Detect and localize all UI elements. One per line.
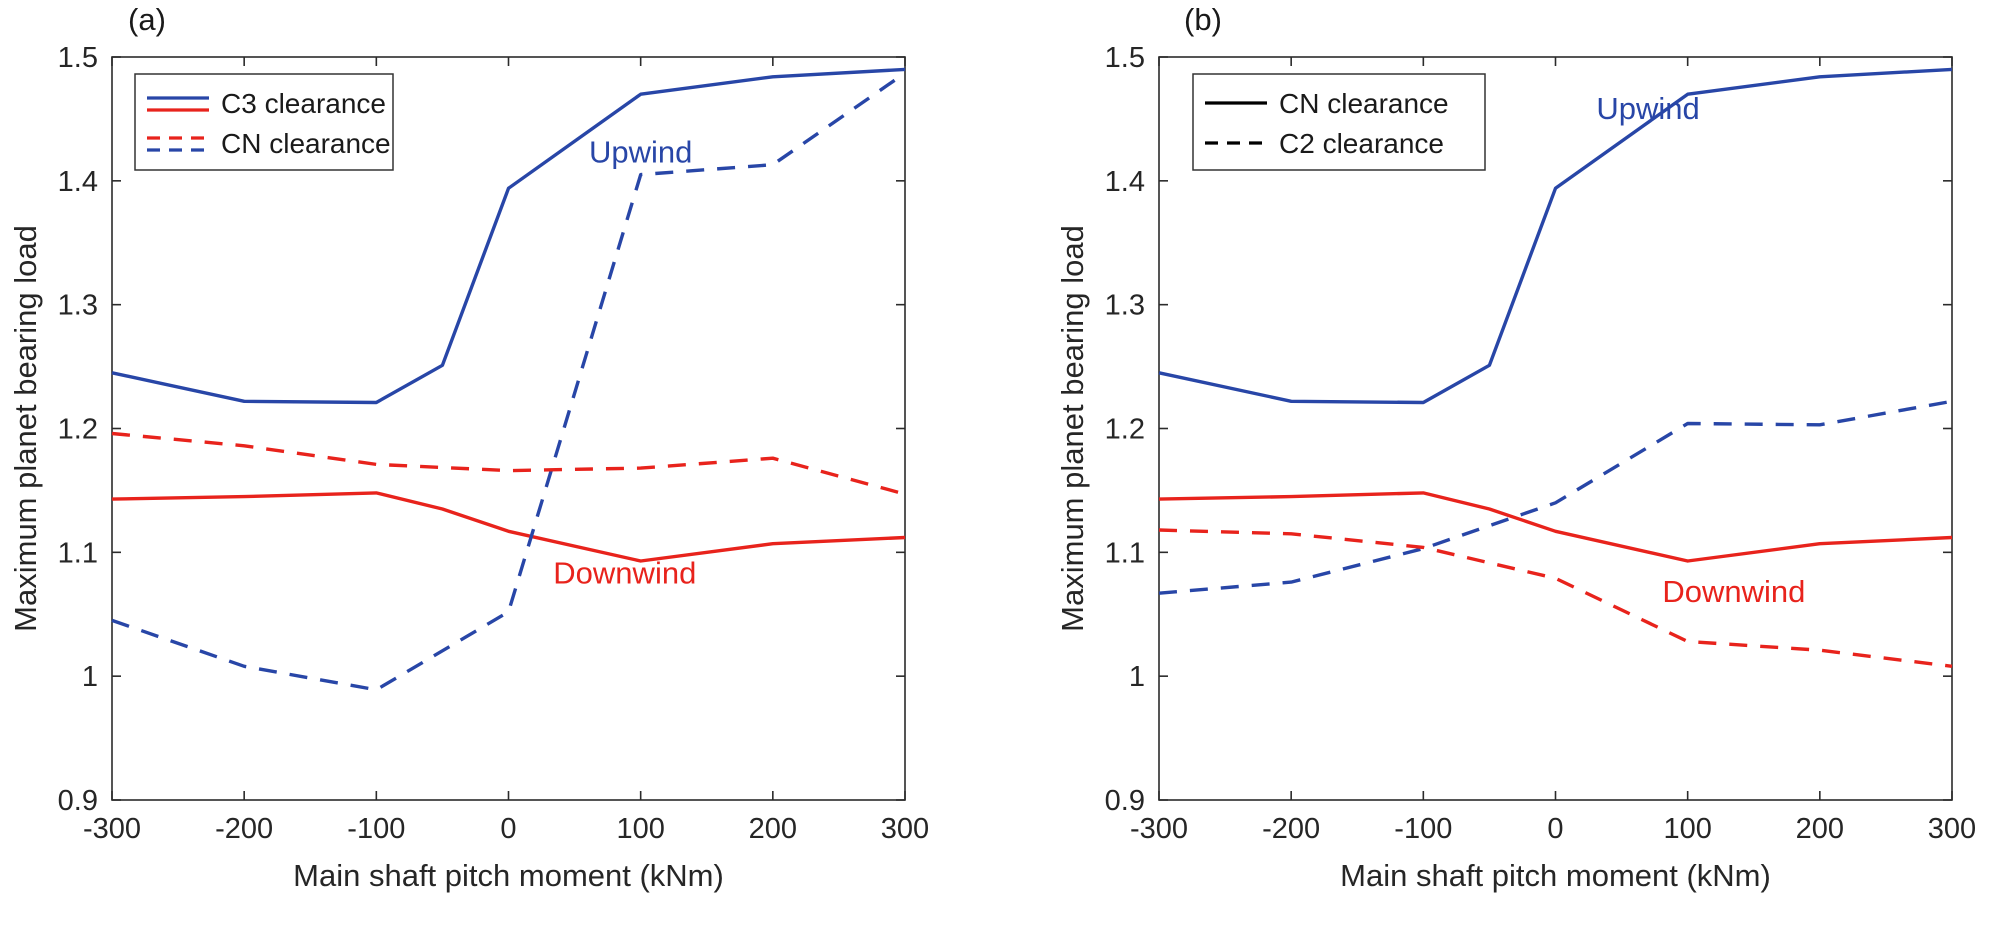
chart-b: -300 -200 -100 0 100 200 300 0.9 1 1.1 1.2 1.3 1.4 1.… <box>1055 42 1976 893</box>
y-tick-label: 1.1 <box>58 537 98 569</box>
plot-box <box>1158 56 1953 801</box>
legend-label: C3 clearance <box>221 88 386 119</box>
y-tick-label: 1.4 <box>58 166 98 198</box>
panel-a: (a) -300 -200 -100 0 100 200 300 0.9 1 1.1 1.2 1.3 1… <box>0 0 995 945</box>
series-upwind-c2-clearance <box>1158 399 1953 595</box>
y-tick-label: 1.5 <box>1105 42 1145 74</box>
panel-b-label: (b) <box>1184 2 1222 37</box>
y-tick-label: 1 <box>1129 661 1145 693</box>
x-tick-label: -200 <box>1262 813 1320 845</box>
series-upwind-cn-clearance <box>111 71 906 692</box>
x-tick-label: -100 <box>347 813 405 845</box>
annotation-downwind: Downwind <box>1662 574 1805 609</box>
series-downwind-cn-clearance <box>1158 491 1953 563</box>
y-tick-label: 1.3 <box>1105 290 1145 322</box>
annotation-upwind: Upwind <box>1596 91 1699 126</box>
y-tick-label: 0.9 <box>1105 785 1145 817</box>
x-tick-label: -300 <box>83 813 141 845</box>
y-tick-label: 1.2 <box>1105 414 1145 446</box>
x-tick-label: 300 <box>881 813 929 845</box>
x-tick-label: 100 <box>616 813 664 845</box>
x-tick-label: 200 <box>1796 813 1844 845</box>
x-tick-label: 200 <box>749 813 797 845</box>
y-tick-label: 1.5 <box>58 42 98 74</box>
annotation-downwind: Downwind <box>553 555 696 590</box>
series-upwind-c3-clearance <box>111 67 906 405</box>
panel-a-label: (a) <box>128 2 166 37</box>
y-axis-label: Maximum planet bearing load <box>1055 225 1090 632</box>
y-axis-label: Maximum planet bearing load <box>8 225 43 632</box>
series-downwind-c3-clearance <box>111 491 906 563</box>
x-tick-label: -300 <box>1130 813 1188 845</box>
y-tick-label: 1.1 <box>1105 537 1145 569</box>
x-tick-label: -100 <box>1394 813 1452 845</box>
plot-box <box>111 56 906 801</box>
x-tick-label: -200 <box>215 813 273 845</box>
chart-a: -300 -200 -100 0 100 200 300 0.9 1 1.1 1.2 1.3 1.4 1.… <box>8 42 929 893</box>
x-axis-label: Main shaft pitch moment (kNm) <box>1340 858 1771 893</box>
y-tick-label: 1.4 <box>1105 166 1145 198</box>
series-downwind-c2-clearance <box>1158 528 1953 668</box>
y-tick-label: 0.9 <box>58 785 98 817</box>
x-tick-label: 0 <box>500 813 516 845</box>
legend-label: CN clearance <box>221 128 391 159</box>
series-downwind-cn-clearance <box>111 431 906 496</box>
panel-b: (b) -300 -200 -100 0 100 200 300 0.9 1 1.1 1.2 1.3 1… <box>995 0 1990 945</box>
y-tick-label: 1 <box>82 661 98 693</box>
x-axis-label: Main shaft pitch moment (kNm) <box>293 858 724 893</box>
legend-label: C2 clearance <box>1279 128 1444 159</box>
legend-box <box>1192 73 1486 171</box>
x-tick-label: 100 <box>1663 813 1711 845</box>
legend-label: CN clearance <box>1279 88 1449 119</box>
x-tick-label: 0 <box>1547 813 1563 845</box>
annotation-upwind: Upwind <box>589 134 692 169</box>
legend-box <box>134 73 394 171</box>
y-tick-label: 1.2 <box>58 414 98 446</box>
series-upwind-cn-clearance <box>1158 67 1953 405</box>
y-tick-label: 1.3 <box>58 290 98 322</box>
x-tick-label: 300 <box>1928 813 1976 845</box>
